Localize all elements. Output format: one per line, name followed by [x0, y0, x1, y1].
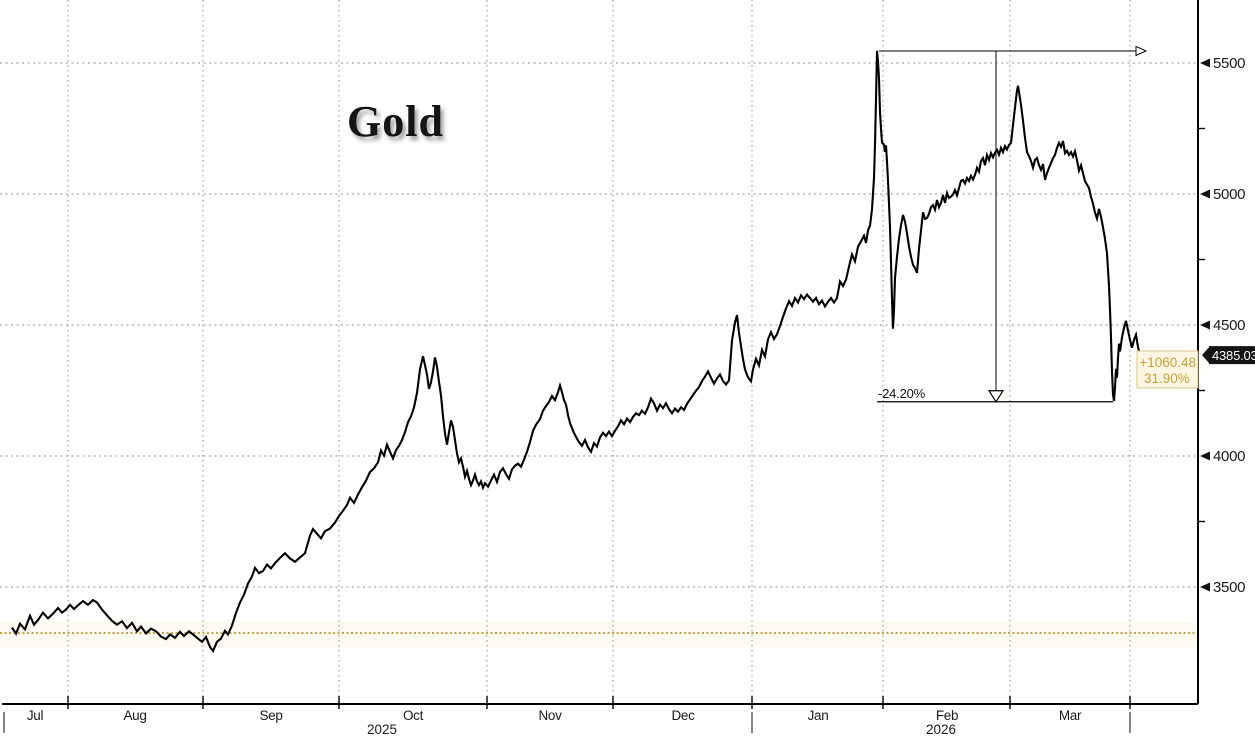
y-axis-tick-label: 4000: [1213, 448, 1245, 465]
change-annotation-box: [1136, 350, 1199, 389]
peak-line-end-arrow-icon: [1135, 45, 1148, 57]
x-axis-month-label: Mar: [1059, 708, 1082, 723]
last-price-badge: [1209, 346, 1255, 365]
y-tick-arrow-icon: [1200, 451, 1210, 461]
price-line-series: [11, 50, 1142, 653]
drawdown-arrowhead-icon: [987, 390, 1005, 403]
y-tick-arrow-icon: [1200, 320, 1210, 330]
x-axis-month-label: Aug: [123, 708, 146, 723]
x-axis-month-label: Sep: [259, 708, 282, 723]
y-axis-tick-label: 5500: [1213, 55, 1245, 72]
x-axis-month-label: Dec: [671, 708, 695, 723]
chart-title: Gold: [347, 97, 444, 146]
x-axis-month-label: Feb: [936, 708, 958, 723]
change-percent-label: 31.90%: [1144, 371, 1190, 386]
start-price-highlight-band: [0, 621, 1198, 647]
y-tick-arrow-icon: [1200, 189, 1210, 199]
drawdown-percent-label: -24.20%: [878, 386, 926, 401]
price-badge-arrow-icon: [1202, 346, 1210, 365]
x-axis-month-label: Jul: [27, 708, 44, 723]
x-axis-month-label: Oct: [403, 708, 424, 723]
x-axis-month-label: Jan: [808, 708, 829, 723]
change-value-label: +1060.48: [1139, 355, 1196, 370]
y-axis-tick-label: 5000: [1213, 186, 1245, 203]
last-price-label: 4385.03: [1212, 348, 1255, 363]
x-axis-year-label: 2025: [367, 722, 397, 736]
y-axis-tick-label: 4500: [1213, 317, 1245, 334]
y-tick-arrow-icon: [1200, 582, 1210, 592]
x-axis-year-label: 2026: [926, 722, 956, 736]
y-axis-tick-label: 3500: [1213, 579, 1245, 596]
x-axis-month-label: Nov: [538, 708, 562, 723]
y-tick-arrow-icon: [1200, 58, 1210, 68]
